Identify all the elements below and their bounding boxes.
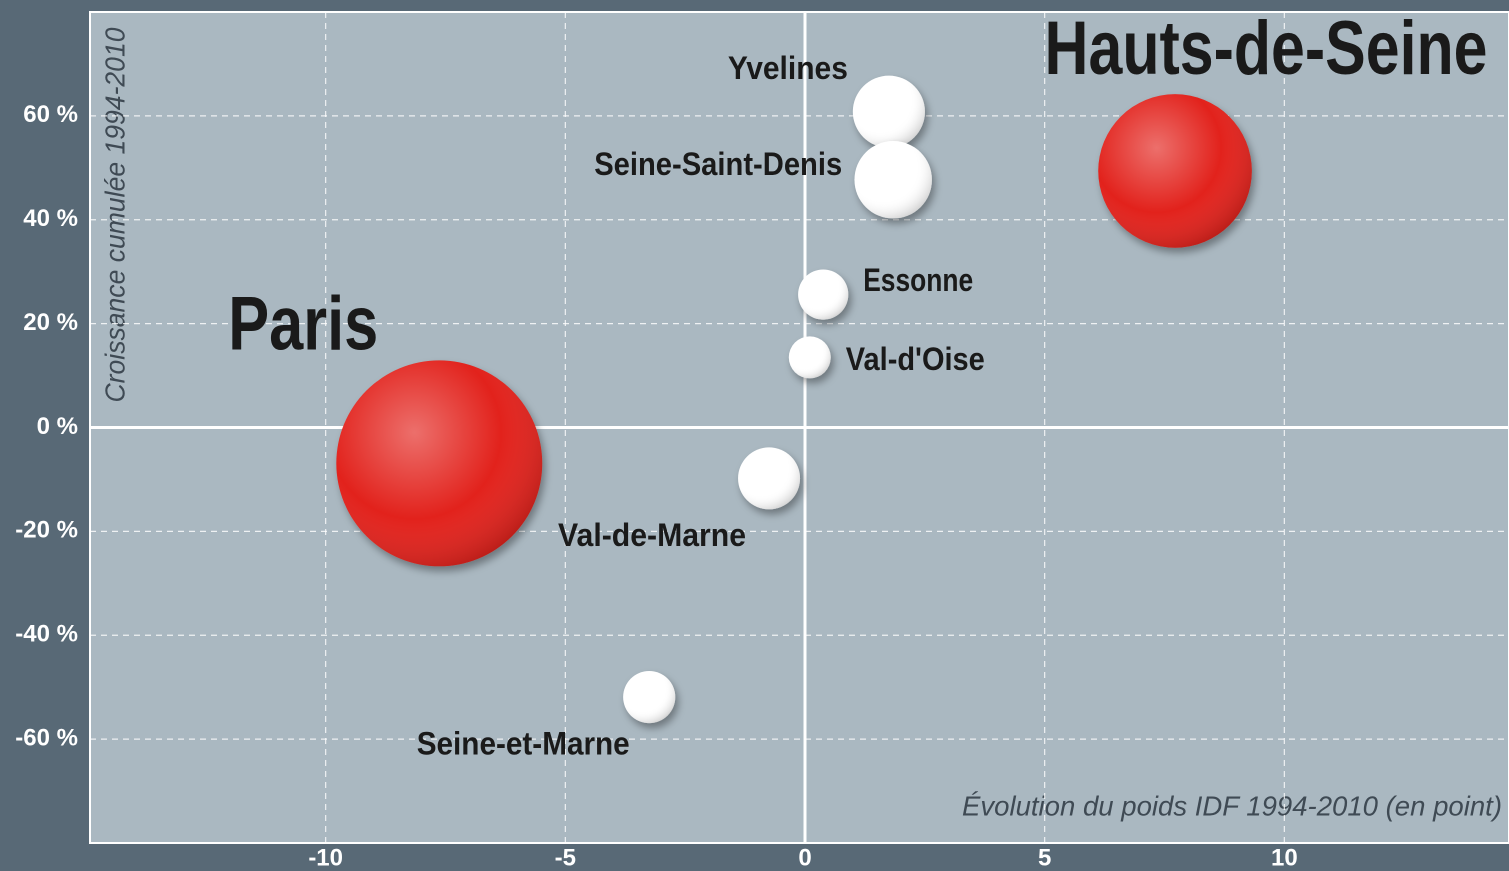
point-label: Hauts-de-Seine	[1045, 6, 1488, 91]
point-label: Seine-Saint-Denis	[594, 146, 842, 182]
point-label: Yvelines	[728, 50, 848, 86]
bubble-shade	[854, 141, 932, 219]
y-tick-label: 40 %	[23, 205, 78, 232]
x-axis-title: Évolution du poids IDF 1994-2010 (en poi…	[962, 790, 1502, 821]
bubble-shade	[738, 447, 801, 510]
point-label: Essonne	[863, 262, 973, 298]
x-tick-label: 10	[1271, 844, 1298, 871]
point-label: Paris	[228, 281, 378, 366]
bubble-shade	[798, 269, 849, 320]
point-label: Val-d'Oise	[846, 341, 985, 377]
y-tick-label: -20 %	[15, 517, 78, 544]
y-tick-label: 0 %	[37, 413, 78, 440]
x-tick-label: -5	[555, 844, 576, 871]
bubble-shade	[623, 670, 676, 724]
x-tick-label: 0	[798, 844, 811, 871]
y-tick-label: 20 %	[23, 309, 78, 336]
y-axis-title: Croissance cumulée 1994-2010	[99, 27, 130, 402]
y-tick-label: 60 %	[23, 101, 78, 128]
bubble-shade	[1098, 94, 1252, 248]
point-label: Seine-et-Marne	[417, 726, 630, 762]
bubble-shade	[852, 75, 925, 148]
bubble-shade	[788, 336, 831, 379]
bubble-shade	[336, 360, 543, 567]
x-tick-label: -10	[308, 844, 343, 871]
point-label: Val-de-Marne	[558, 517, 746, 553]
x-tick-label: 5	[1038, 844, 1051, 871]
y-tick-label: -40 %	[15, 621, 78, 648]
y-tick-label: -60 %	[15, 724, 78, 751]
